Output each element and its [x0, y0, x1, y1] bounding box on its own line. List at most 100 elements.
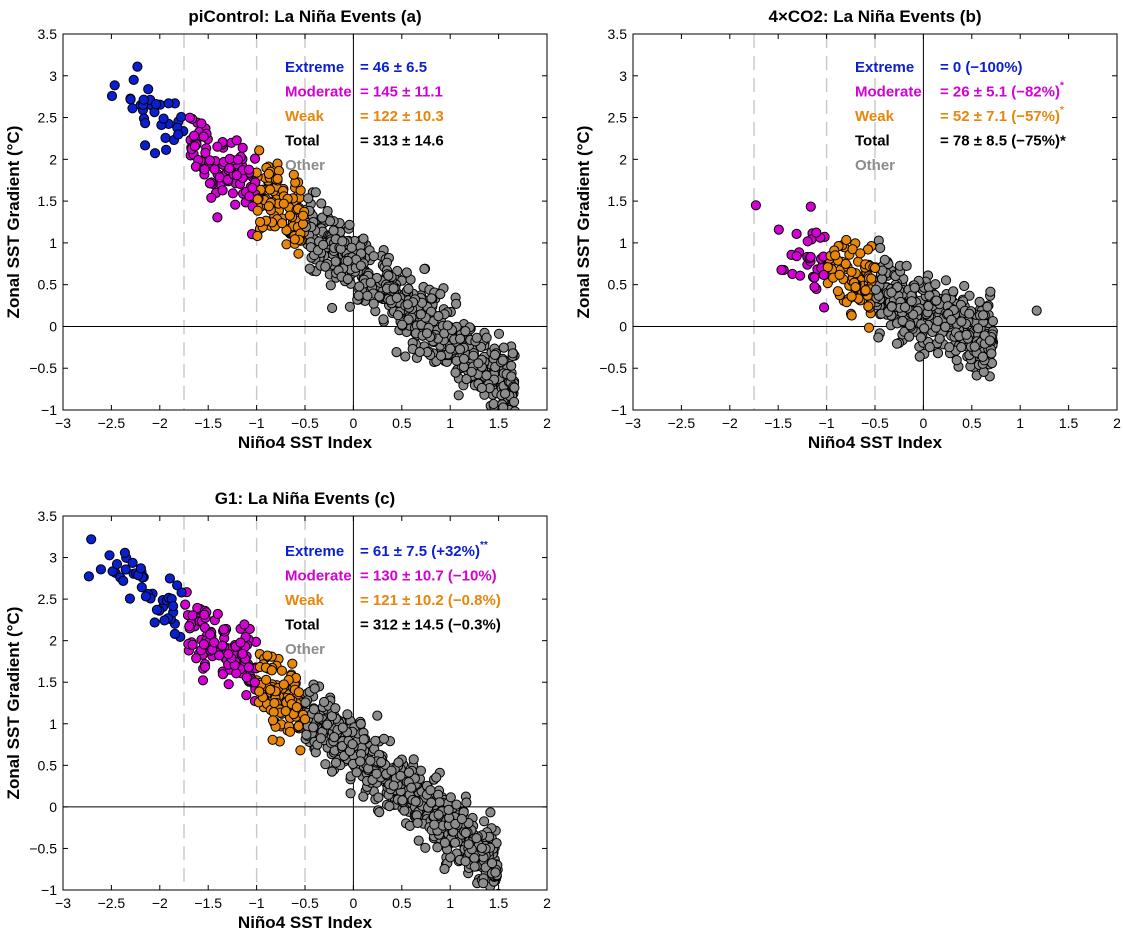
- point-moderate: [212, 141, 223, 152]
- point-other: [486, 858, 498, 869]
- point-weak: [269, 698, 280, 709]
- point-moderate: [243, 164, 255, 175]
- point-other: [419, 263, 430, 275]
- point-moderate: [209, 637, 220, 648]
- point-other: [443, 804, 454, 816]
- y-tick-label: 3.5: [38, 26, 58, 42]
- point-moderate: [231, 170, 242, 181]
- point-moderate: [818, 269, 829, 281]
- point-other: [886, 287, 897, 298]
- point-other: [445, 343, 456, 354]
- point-moderate: [231, 135, 242, 146]
- x-tick-label: 2: [543, 895, 551, 911]
- point-other: [431, 772, 442, 783]
- point-other: [370, 735, 381, 746]
- point-extreme: [111, 559, 123, 570]
- point-other: [310, 187, 321, 198]
- point-weak: [263, 168, 274, 179]
- point-other: [891, 338, 903, 349]
- point-other: [403, 314, 414, 325]
- point-moderate: [199, 164, 210, 175]
- panel-b: −3 −2.5 −2 −1.5 −1 −0.5 0 0.5 1 1.5 2 −1 −0.5 0 0.5 1 1.…: [574, 7, 1121, 452]
- y-tick-label: 2: [619, 151, 627, 167]
- point-extreme: [109, 80, 120, 91]
- legend-label-extreme: Extreme: [285, 59, 344, 76]
- point-other: [495, 432, 504, 441]
- point-moderate: [802, 236, 813, 247]
- point-weak: [267, 715, 279, 726]
- point-other: [351, 767, 362, 778]
- point-other: [905, 320, 916, 331]
- point-weak: [847, 244, 858, 255]
- legend-label-total: Total: [285, 617, 320, 634]
- point-weak: [281, 239, 292, 250]
- legend-stat-total: = 78 ± 8.5 (−75%)*: [940, 133, 1066, 150]
- point-other: [330, 703, 341, 714]
- point-weak: [267, 734, 278, 745]
- point-other: [355, 260, 366, 271]
- x-tick-label: 1: [446, 415, 454, 431]
- point-other: [977, 351, 988, 362]
- point-other: [344, 301, 355, 312]
- y-axis-label: Zonal SST Gradient (°C): [574, 126, 593, 319]
- point-moderate: [191, 653, 202, 664]
- point-moderate: [249, 153, 261, 164]
- point-other: [924, 342, 935, 353]
- point-moderate: [239, 619, 250, 630]
- x-tick-label: 2: [1113, 415, 1121, 431]
- point-moderate: [805, 251, 816, 263]
- point-other: [466, 366, 477, 377]
- point-other: [987, 316, 999, 327]
- legend-label-weak: Weak: [855, 108, 895, 125]
- point-other: [320, 759, 331, 770]
- x-tick-label: −1.5: [764, 415, 792, 431]
- point-other: [445, 792, 456, 803]
- point-moderate: [224, 163, 235, 174]
- point-other: [432, 842, 443, 853]
- point-other: [956, 342, 967, 353]
- point-weak: [252, 230, 263, 242]
- point-other: [300, 697, 311, 708]
- point-other: [456, 813, 467, 825]
- point-other: [919, 323, 930, 334]
- legend-stat-total: = 312 ± 14.5 (−0.3%): [360, 617, 501, 634]
- point-extreme: [124, 593, 135, 604]
- point-other: [481, 370, 492, 381]
- point-weak: [278, 198, 289, 209]
- point-other: [397, 795, 408, 806]
- point-moderate: [198, 639, 209, 650]
- point-moderate: [235, 637, 246, 648]
- point-moderate: [206, 192, 217, 203]
- point-moderate: [773, 224, 784, 235]
- point-other: [414, 346, 425, 358]
- point-weak: [254, 145, 265, 156]
- point-other: [490, 867, 501, 878]
- legend-stat-moderate: = 145 ± 11.1: [360, 84, 443, 101]
- y-tick-label: 0.5: [38, 757, 58, 773]
- point-other: [313, 712, 324, 723]
- point-weak: [850, 282, 861, 293]
- point-other: [358, 791, 369, 802]
- point-other: [509, 382, 520, 393]
- point-other: [365, 755, 376, 766]
- point-other: [497, 355, 508, 366]
- point-other: [923, 300, 934, 312]
- point-moderate: [204, 155, 215, 166]
- x-tick-label: −1.5: [194, 895, 222, 911]
- point-extreme: [176, 111, 187, 123]
- point-extreme: [173, 129, 184, 140]
- point-other: [476, 382, 487, 394]
- point-other: [914, 351, 925, 362]
- point-weak: [298, 210, 309, 221]
- point-weak: [869, 262, 881, 274]
- point-other: [408, 754, 419, 765]
- x-tick-label: −1: [819, 415, 835, 431]
- legend-stat-weak: = 122 ± 10.3: [360, 108, 444, 125]
- point-moderate: [209, 164, 220, 175]
- point-moderate: [809, 281, 820, 292]
- chart-title: piControl: La Niña Events (a): [188, 7, 421, 26]
- point-moderate: [205, 629, 216, 640]
- point-moderate: [237, 142, 248, 153]
- point-other: [383, 270, 394, 281]
